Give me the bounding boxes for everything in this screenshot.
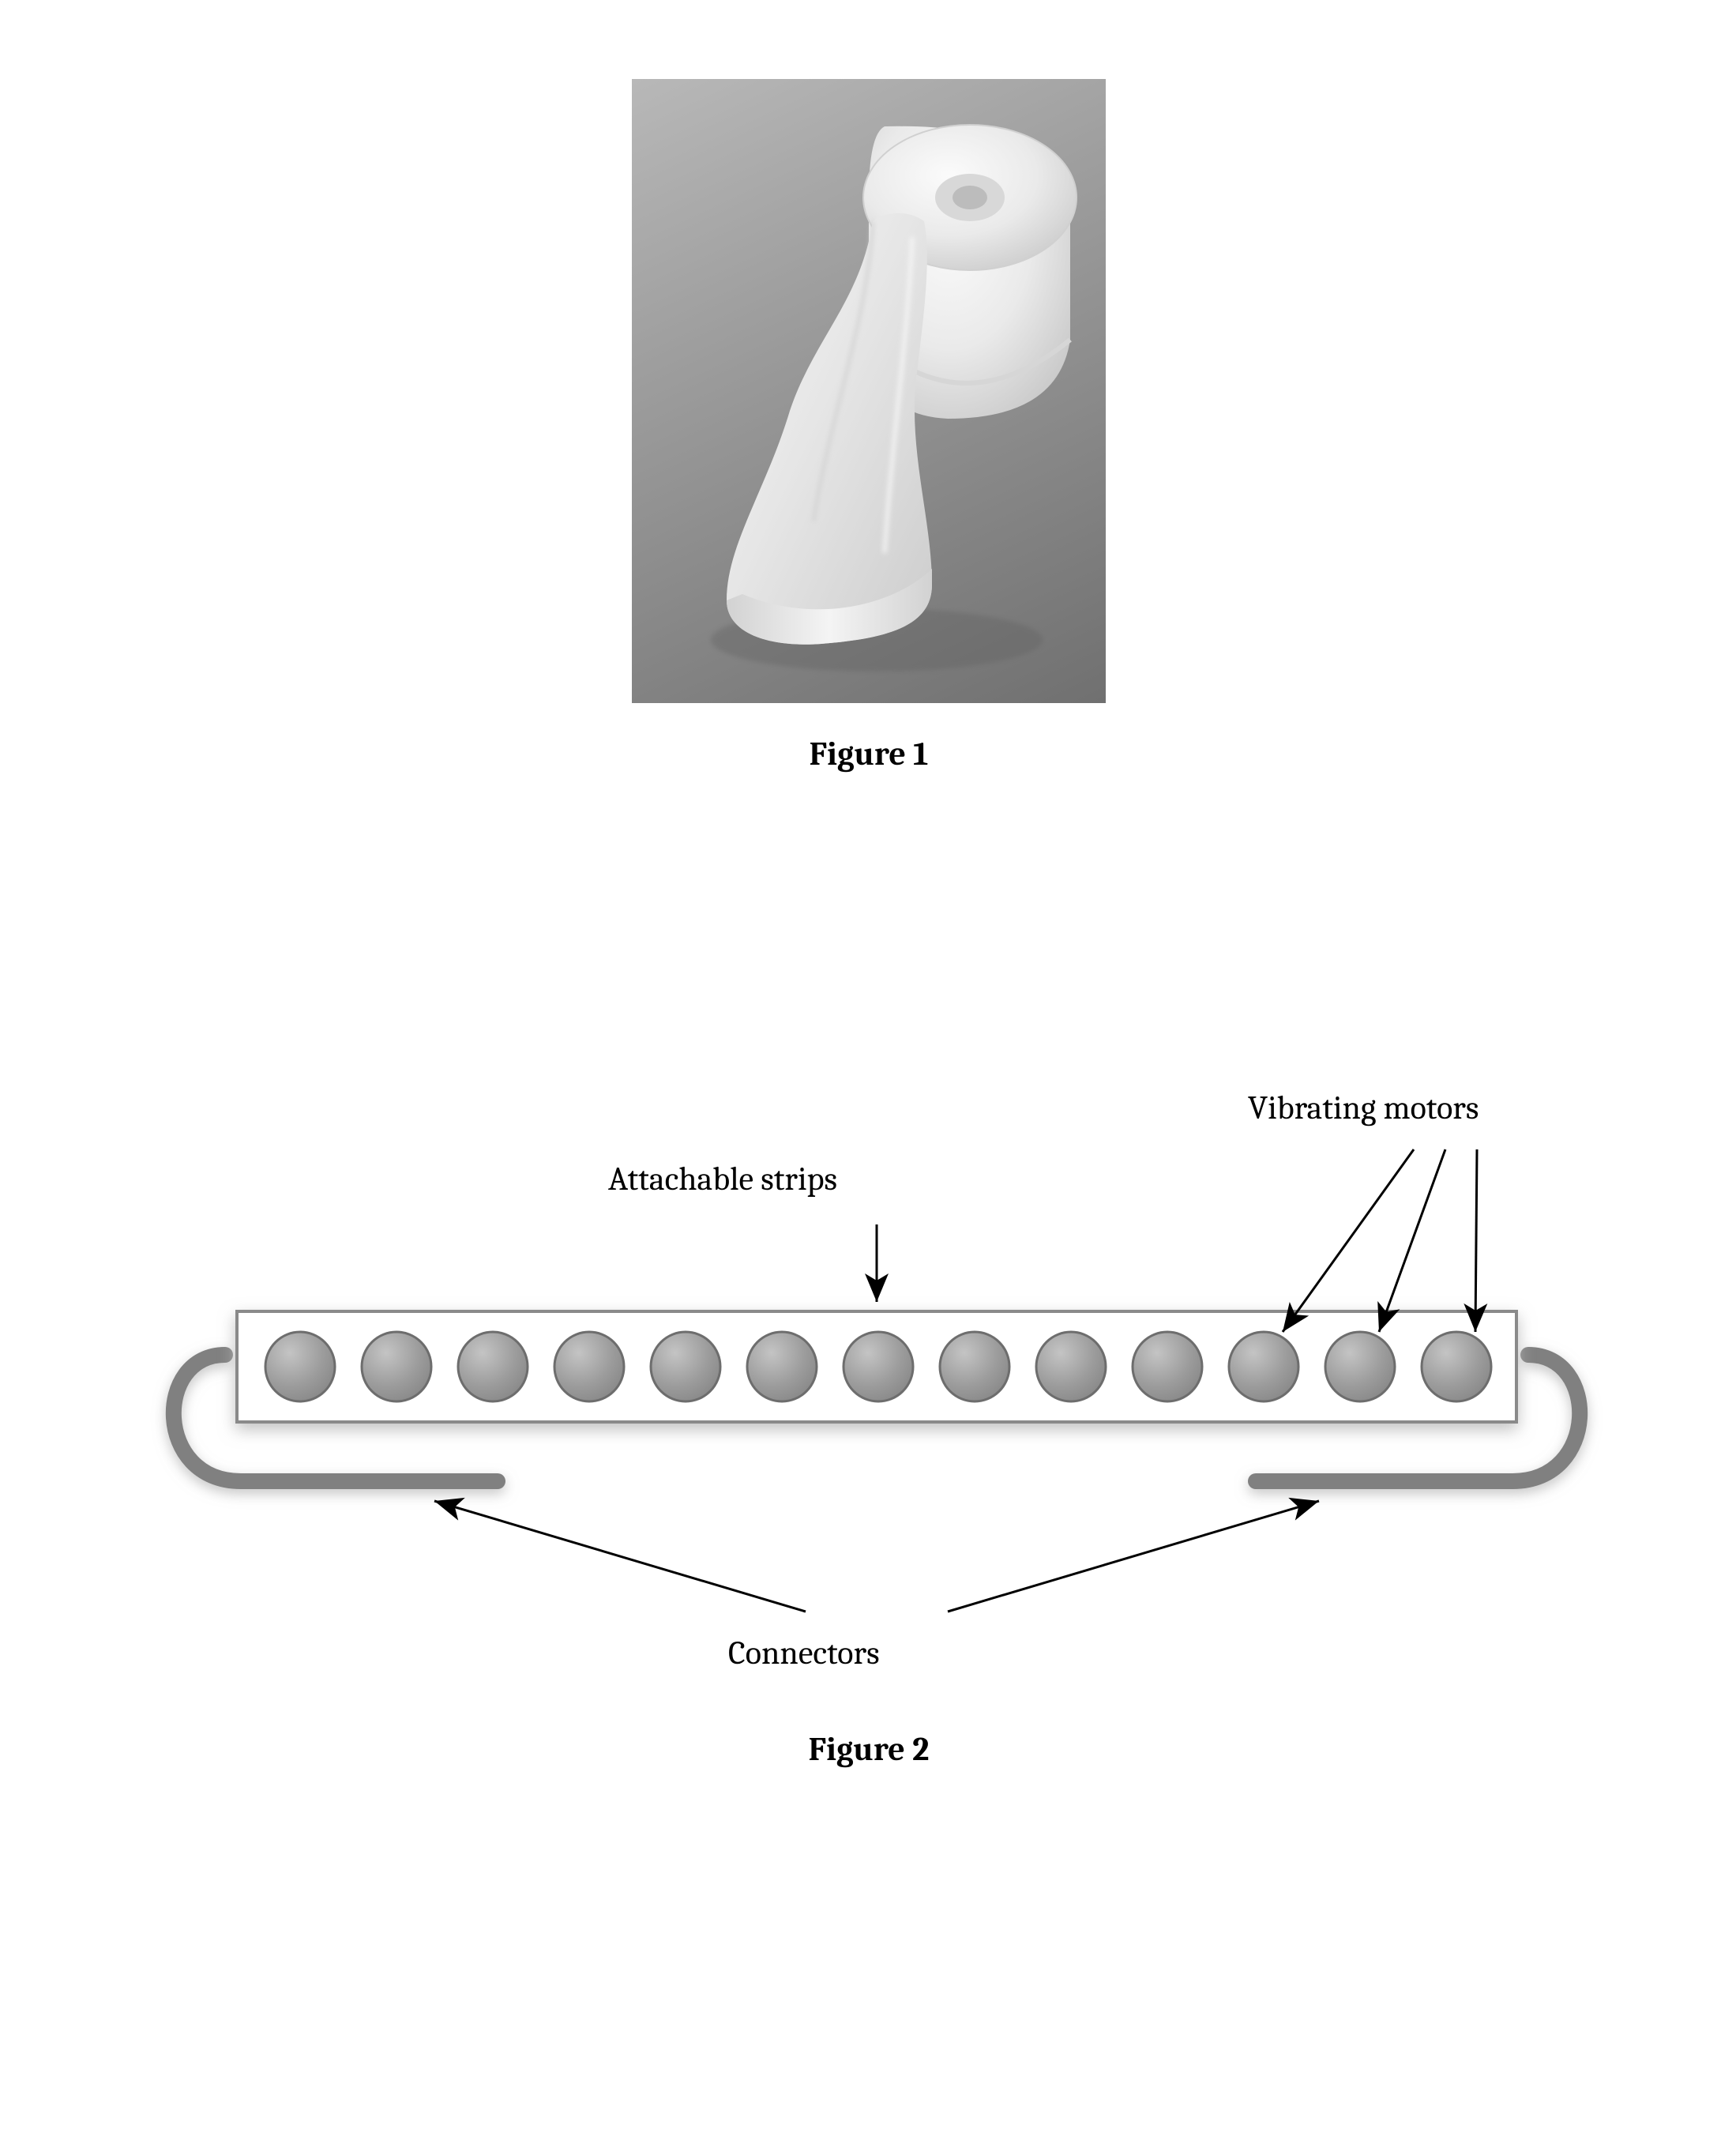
vibrating-motor (362, 1332, 431, 1401)
figure-2-caption: Figure 2 (118, 1730, 1619, 1769)
vibrating-motor (844, 1332, 913, 1401)
pointer-arrow (1283, 1149, 1414, 1332)
page: Figure 1 Attachable strips Vibrating mot… (0, 0, 1736, 2129)
pointer-arrow (948, 1501, 1319, 1612)
vibrating-motor (1036, 1332, 1106, 1401)
vibrating-motor (554, 1332, 624, 1401)
pointer-arrow (1379, 1149, 1445, 1332)
vibrating-motor (458, 1332, 528, 1401)
vibrating-motor (265, 1332, 335, 1401)
pointer-arrow (434, 1501, 806, 1612)
figure-1: Figure 1 (608, 79, 1129, 773)
vibrating-motor (940, 1332, 1009, 1401)
label-vibrating-motors: Vibrating motors (1248, 1089, 1479, 1127)
label-attachable-strips: Attachable strips (608, 1160, 837, 1198)
vibrating-motor (1133, 1332, 1202, 1401)
bandage-illustration (632, 79, 1106, 703)
vibrating-motor (1229, 1332, 1298, 1401)
figure-1-caption: Figure 1 (608, 735, 1129, 773)
figure-2: Attachable strips Vibrating motors Conne… (118, 1043, 1619, 1769)
bandage-drape (727, 213, 932, 645)
vibrating-motor (651, 1332, 720, 1401)
figure-2-diagram (118, 1043, 1635, 1706)
vibrating-motor (747, 1332, 817, 1401)
vibrating-motor (1422, 1332, 1491, 1401)
figure-1-photo (632, 79, 1106, 703)
vibrating-motor (1325, 1332, 1395, 1401)
label-connectors: Connectors (728, 1634, 880, 1672)
pointer-arrow (1475, 1149, 1477, 1332)
